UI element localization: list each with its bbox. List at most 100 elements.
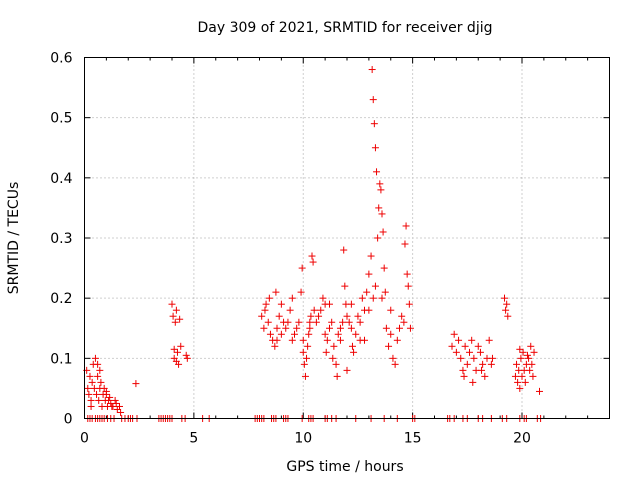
data-point <box>322 348 330 356</box>
data-point <box>405 300 413 308</box>
data-point <box>347 300 355 308</box>
data-point <box>299 336 307 344</box>
data-point <box>326 324 333 332</box>
data-point <box>116 402 123 410</box>
data-point <box>301 372 309 380</box>
data-point <box>339 318 347 326</box>
data-point <box>396 324 403 332</box>
data-point <box>460 372 468 380</box>
data-point <box>284 318 292 326</box>
data-point <box>463 360 471 368</box>
data-point <box>389 354 397 362</box>
data-point <box>340 246 348 254</box>
data-point <box>528 360 536 368</box>
data-point <box>368 66 376 74</box>
data-point <box>488 354 496 362</box>
data-point <box>261 306 269 314</box>
data-point <box>370 120 378 128</box>
data-point <box>336 336 344 344</box>
data-point <box>319 294 327 302</box>
data-point <box>312 318 320 326</box>
data-point <box>377 186 385 194</box>
data-point <box>400 318 408 326</box>
y-tick-label: 0.3 <box>50 231 72 247</box>
data-point <box>521 378 529 386</box>
data-point <box>168 300 176 308</box>
data-point <box>334 330 342 338</box>
data-point <box>341 282 349 290</box>
data-point <box>387 330 395 338</box>
y-tick-label: 0.6 <box>50 51 72 67</box>
data-point <box>358 294 366 302</box>
data-point <box>171 318 179 326</box>
data-point <box>298 264 306 272</box>
data-point <box>336 324 344 332</box>
data-point <box>393 336 401 344</box>
data-point <box>381 288 389 296</box>
data-point <box>523 351 531 359</box>
data-point <box>402 222 410 230</box>
data-point <box>398 312 406 320</box>
data-point <box>309 258 317 266</box>
data-point <box>527 342 535 350</box>
data-point <box>172 306 180 314</box>
data-point <box>288 294 296 302</box>
data-point <box>365 306 373 314</box>
y-tick-label: 0.1 <box>50 351 72 367</box>
data-point <box>273 336 281 344</box>
data-point <box>299 348 307 356</box>
data-point <box>354 312 362 320</box>
axis-ticks: 0 5 10 15 20 0 0.1 0.2 0.3 0.4 0.5 0.6 <box>50 51 610 447</box>
data-point <box>91 354 99 362</box>
data-point <box>455 336 463 344</box>
data-point <box>288 336 296 344</box>
plot-frame <box>84 57 610 419</box>
data-point <box>450 330 458 338</box>
y-tick-label: 0.2 <box>50 291 72 307</box>
data-point <box>513 360 521 368</box>
data-point <box>94 360 102 368</box>
data-point <box>265 294 273 302</box>
data-point <box>385 342 393 350</box>
data-point <box>501 294 508 302</box>
data-point <box>459 366 467 374</box>
data-point <box>516 384 524 392</box>
y-tick-label: 0.5 <box>50 111 72 127</box>
data-point <box>406 324 414 332</box>
data-point <box>305 330 313 338</box>
data-point <box>526 366 534 374</box>
chart-title: Day 309 of 2021, SRMTID for receiver dji… <box>198 20 493 36</box>
data-point <box>317 306 325 314</box>
data-point <box>303 354 311 362</box>
data-point <box>356 318 364 326</box>
data-point <box>514 378 522 386</box>
data-point <box>529 372 537 380</box>
data-point <box>401 240 409 248</box>
data-point <box>365 270 373 278</box>
data-point <box>307 312 315 320</box>
data-point <box>87 396 95 404</box>
data-point <box>478 366 486 374</box>
data-point <box>112 399 120 407</box>
data-point <box>291 330 298 338</box>
x-tick-label: 10 <box>294 431 312 447</box>
data-point <box>275 312 283 320</box>
data-point <box>310 306 318 314</box>
data-point <box>371 144 379 152</box>
data-point <box>286 306 294 314</box>
data-point <box>84 384 92 392</box>
data-point <box>378 294 386 302</box>
data-point <box>308 252 316 260</box>
data-point <box>300 360 308 368</box>
data-point <box>530 348 538 356</box>
data-point <box>452 348 460 356</box>
data-point <box>323 336 331 344</box>
data-point <box>258 312 266 320</box>
data-point <box>176 315 184 323</box>
data-point <box>382 324 390 332</box>
data-point <box>379 228 387 236</box>
data-point <box>466 348 473 356</box>
data-point <box>474 342 482 350</box>
data-point <box>260 324 268 332</box>
